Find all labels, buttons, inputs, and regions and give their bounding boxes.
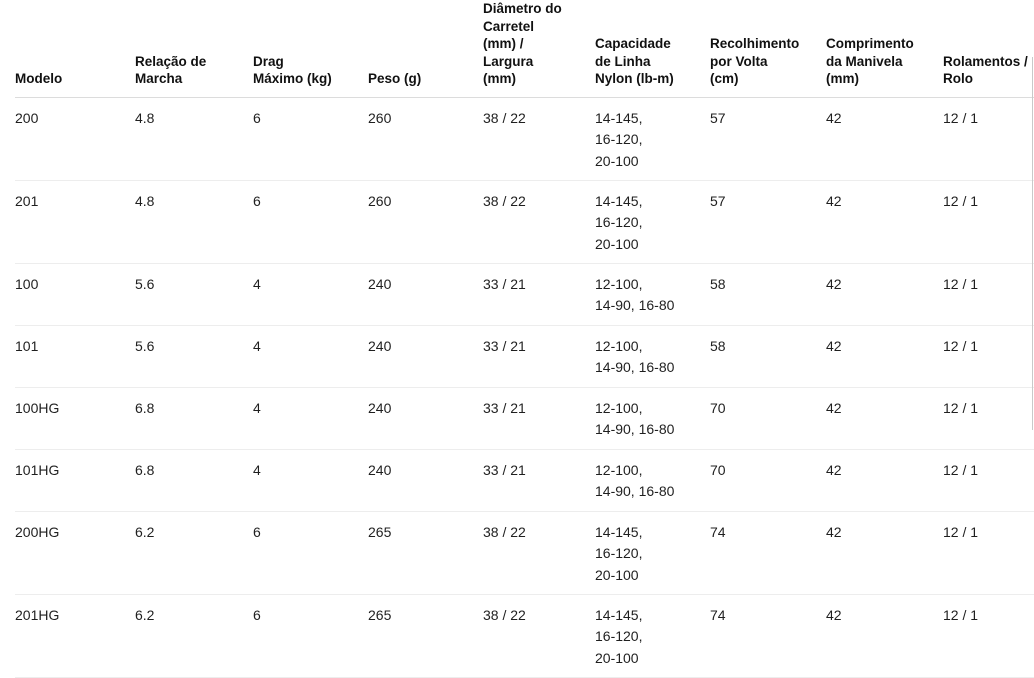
table-row: 101HG 6.8 4 240 33 / 21 12-100, 14-90, 16-80 7…	[15, 449, 1034, 512]
cell-capacidade: 14-145, 16-120, 20-100	[595, 594, 710, 678]
column-header-recolhimento: Recolhimento por Volta (cm)	[710, 0, 826, 98]
cell-drag: 4	[253, 387, 368, 450]
cell-relacao: 5.6	[135, 325, 253, 388]
cell-comprimento: 42	[826, 263, 943, 326]
cell-modelo: 100	[15, 263, 135, 326]
cell-recolhimento: 74	[710, 594, 826, 678]
cell-comprimento: 42	[826, 511, 943, 595]
cell-relacao: 4.8	[135, 97, 253, 181]
cell-capacidade: 12-100, 14-90, 16-80	[595, 387, 710, 450]
cell-modelo: 100HG	[15, 387, 135, 450]
cell-recolhimento: 70	[710, 449, 826, 512]
cell-relacao: 5.6	[135, 263, 253, 326]
cell-peso: 240	[368, 325, 483, 388]
cell-peso: 260	[368, 180, 483, 264]
cell-relacao: 4.8	[135, 180, 253, 264]
cell-comprimento: 42	[826, 449, 943, 512]
cell-modelo: 200HG	[15, 511, 135, 595]
cell-relacao: 6.8	[135, 449, 253, 512]
cell-drag: 6	[253, 511, 368, 595]
cell-drag: 4	[253, 263, 368, 326]
column-header-peso: Peso (g)	[368, 0, 483, 98]
cell-comprimento: 42	[826, 97, 943, 181]
column-header-rolamentos: Rolamentos / Rolo	[943, 0, 1034, 98]
column-header-modelo: Modelo	[15, 0, 135, 98]
table-row: 200HG 6.2 6 265 38 / 22 14-145, 16-120, 20-10…	[15, 511, 1034, 595]
cell-recolhimento: 74	[710, 511, 826, 595]
cell-recolhimento: 58	[710, 263, 826, 326]
cell-diametro: 33 / 21	[483, 325, 595, 388]
cell-recolhimento: 70	[710, 387, 826, 450]
cell-drag: 6	[253, 594, 368, 678]
spec-table-container: Modelo Relação de Marcha Drag Máximo (kg) P…	[15, 0, 1034, 678]
cell-comprimento: 42	[826, 387, 943, 450]
cell-capacidade: 14-145, 16-120, 20-100	[595, 180, 710, 264]
cell-modelo: 101HG	[15, 449, 135, 512]
column-header-relacao: Relação de Marcha	[135, 0, 253, 98]
table-row: 100 5.6 4 240 33 / 21 12-100, 14-90, 16-80 58 4…	[15, 263, 1034, 326]
cell-drag: 6	[253, 97, 368, 181]
cell-modelo: 200	[15, 97, 135, 181]
vertical-scrollbar[interactable]	[1032, 57, 1033, 430]
column-header-diametro: Diâmetro do Carretel (mm) / Largura (mm)	[483, 0, 595, 98]
cell-capacidade: 12-100, 14-90, 16-80	[595, 263, 710, 326]
cell-diametro: 38 / 22	[483, 180, 595, 264]
table-row: 201 4.8 6 260 38 / 22 14-145, 16-120, 20-100 5…	[15, 180, 1034, 264]
cell-recolhimento: 57	[710, 180, 826, 264]
cell-diametro: 33 / 21	[483, 387, 595, 450]
cell-recolhimento: 58	[710, 325, 826, 388]
cell-peso: 240	[368, 449, 483, 512]
cell-drag: 6	[253, 180, 368, 264]
cell-rolamentos: 12 / 1	[943, 263, 1034, 326]
column-header-capacidade: Capacidade de Linha Nylon (lb-m)	[595, 0, 710, 98]
cell-modelo: 101	[15, 325, 135, 388]
cell-peso: 260	[368, 97, 483, 181]
cell-diametro: 33 / 21	[483, 263, 595, 326]
cell-peso: 265	[368, 594, 483, 678]
cell-rolamentos: 12 / 1	[943, 387, 1034, 450]
cell-modelo: 201HG	[15, 594, 135, 678]
cell-diametro: 38 / 22	[483, 594, 595, 678]
cell-capacidade: 12-100, 14-90, 16-80	[595, 449, 710, 512]
cell-rolamentos: 12 / 1	[943, 97, 1034, 181]
cell-diametro: 38 / 22	[483, 511, 595, 595]
cell-diametro: 33 / 21	[483, 449, 595, 512]
cell-peso: 265	[368, 511, 483, 595]
cell-comprimento: 42	[826, 180, 943, 264]
cell-rolamentos: 12 / 1	[943, 325, 1034, 388]
column-header-drag: Drag Máximo (kg)	[253, 0, 368, 98]
cell-comprimento: 42	[826, 594, 943, 678]
cell-relacao: 6.8	[135, 387, 253, 450]
cell-peso: 240	[368, 263, 483, 326]
cell-rolamentos: 12 / 1	[943, 180, 1034, 264]
table-row: 100HG 6.8 4 240 33 / 21 12-100, 14-90, 16-80 7…	[15, 387, 1034, 450]
cell-relacao: 6.2	[135, 594, 253, 678]
cell-rolamentos: 12 / 1	[943, 511, 1034, 595]
spec-table: Modelo Relação de Marcha Drag Máximo (kg) P…	[15, 0, 1034, 678]
cell-relacao: 6.2	[135, 511, 253, 595]
cell-capacidade: 14-145, 16-120, 20-100	[595, 511, 710, 595]
table-row: 201HG 6.2 6 265 38 / 22 14-145, 16-120, 20-10…	[15, 594, 1034, 678]
cell-recolhimento: 57	[710, 97, 826, 181]
cell-diametro: 38 / 22	[483, 97, 595, 181]
cell-capacidade: 12-100, 14-90, 16-80	[595, 325, 710, 388]
cell-drag: 4	[253, 449, 368, 512]
cell-peso: 240	[368, 387, 483, 450]
cell-rolamentos: 12 / 1	[943, 594, 1034, 678]
table-row: 200 4.8 6 260 38 / 22 14-145, 16-120, 20-100 5…	[15, 97, 1034, 181]
header-row: Modelo Relação de Marcha Drag Máximo (kg) P…	[15, 0, 1034, 98]
cell-modelo: 201	[15, 180, 135, 264]
cell-rolamentos: 12 / 1	[943, 449, 1034, 512]
spec-table-body: 200 4.8 6 260 38 / 22 14-145, 16-120, 20-100 5…	[15, 97, 1034, 678]
table-row: 101 5.6 4 240 33 / 21 12-100, 14-90, 16-80 58 4…	[15, 325, 1034, 388]
cell-capacidade: 14-145, 16-120, 20-100	[595, 97, 710, 181]
cell-comprimento: 42	[826, 325, 943, 388]
cell-drag: 4	[253, 325, 368, 388]
column-header-comprimento: Comprimento da Manivela (mm)	[826, 0, 943, 98]
